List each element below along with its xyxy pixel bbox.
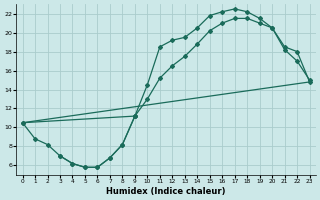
- X-axis label: Humidex (Indice chaleur): Humidex (Indice chaleur): [106, 187, 226, 196]
